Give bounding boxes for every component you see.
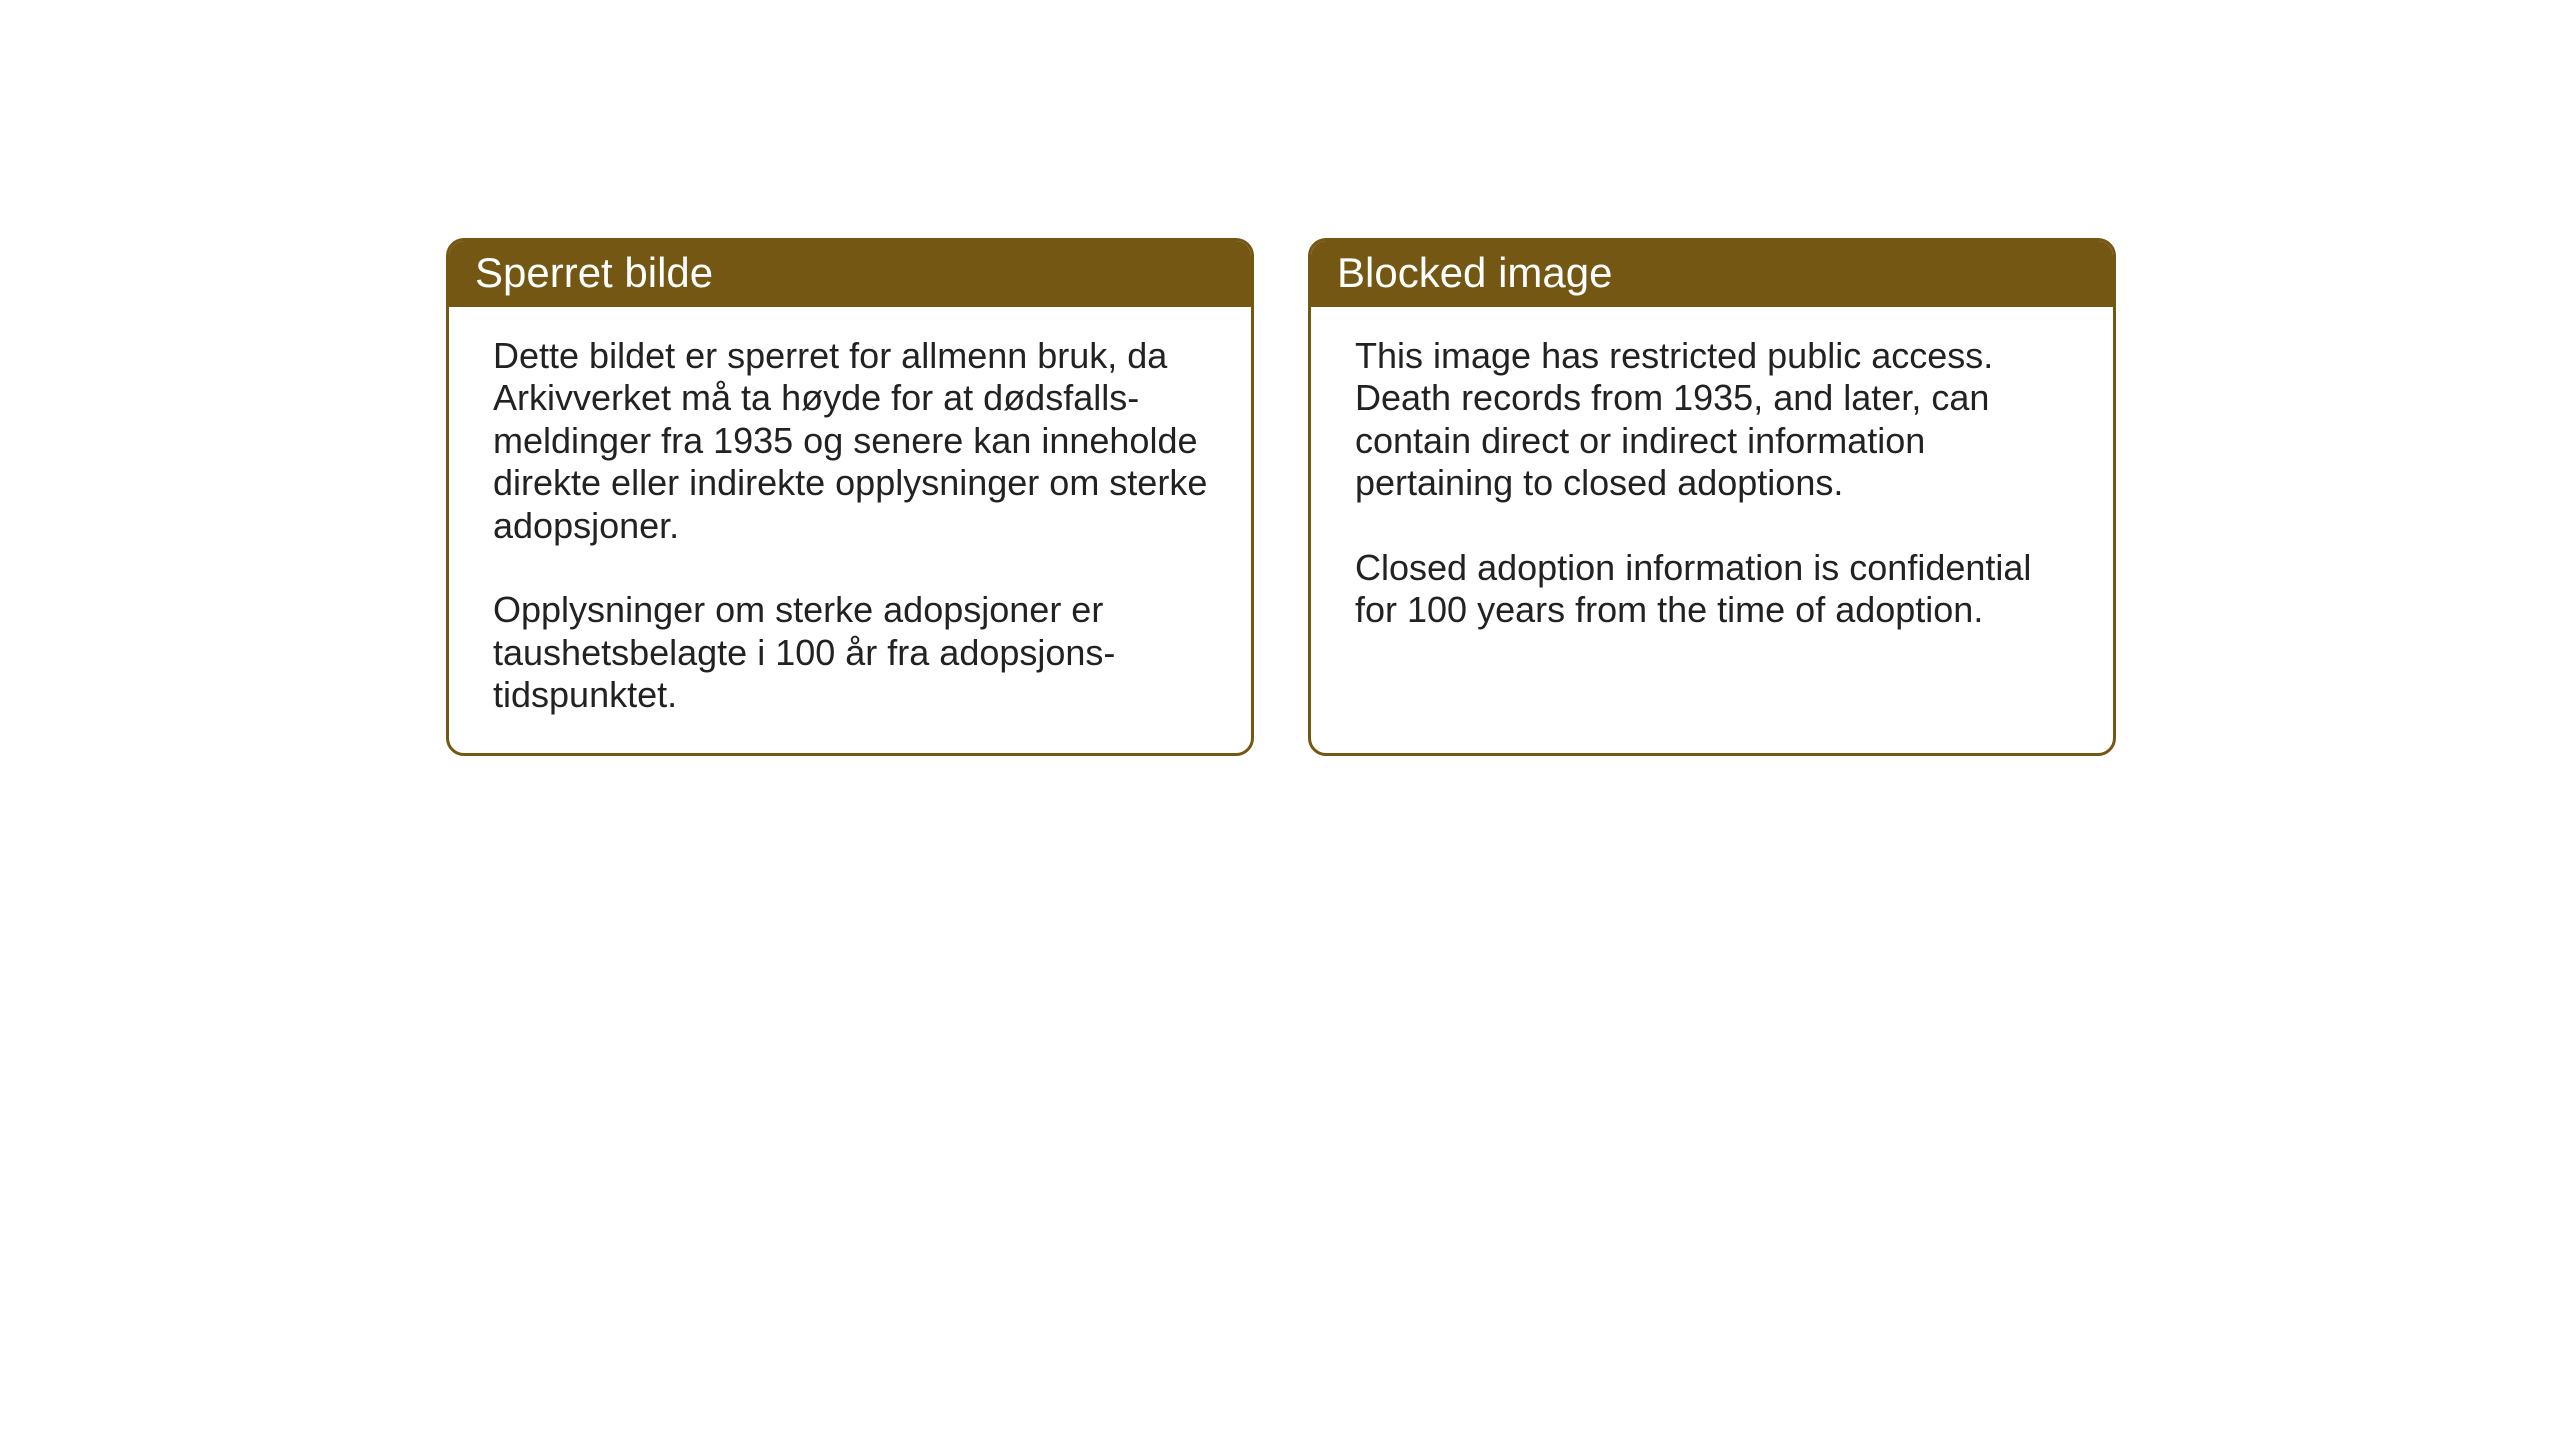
card-paragraph-2-english: Closed adoption information is confident… [1355, 547, 2073, 632]
card-header-norwegian: Sperret bilde [449, 241, 1251, 307]
cards-container: Sperret bilde Dette bildet er sperret fo… [446, 238, 2116, 756]
card-title-english: Blocked image [1337, 249, 1612, 296]
card-body-norwegian: Dette bildet er sperret for allmenn bruk… [449, 307, 1251, 753]
card-body-english: This image has restricted public access.… [1311, 307, 2113, 668]
card-norwegian: Sperret bilde Dette bildet er sperret fo… [446, 238, 1254, 756]
card-header-english: Blocked image [1311, 241, 2113, 307]
card-paragraph-2-norwegian: Opplysninger om sterke adopsjoner er tau… [493, 589, 1211, 716]
card-title-norwegian: Sperret bilde [475, 249, 713, 296]
card-paragraph-1-norwegian: Dette bildet er sperret for allmenn bruk… [493, 335, 1211, 547]
card-english: Blocked image This image has restricted … [1308, 238, 2116, 756]
card-paragraph-1-english: This image has restricted public access.… [1355, 335, 2073, 505]
